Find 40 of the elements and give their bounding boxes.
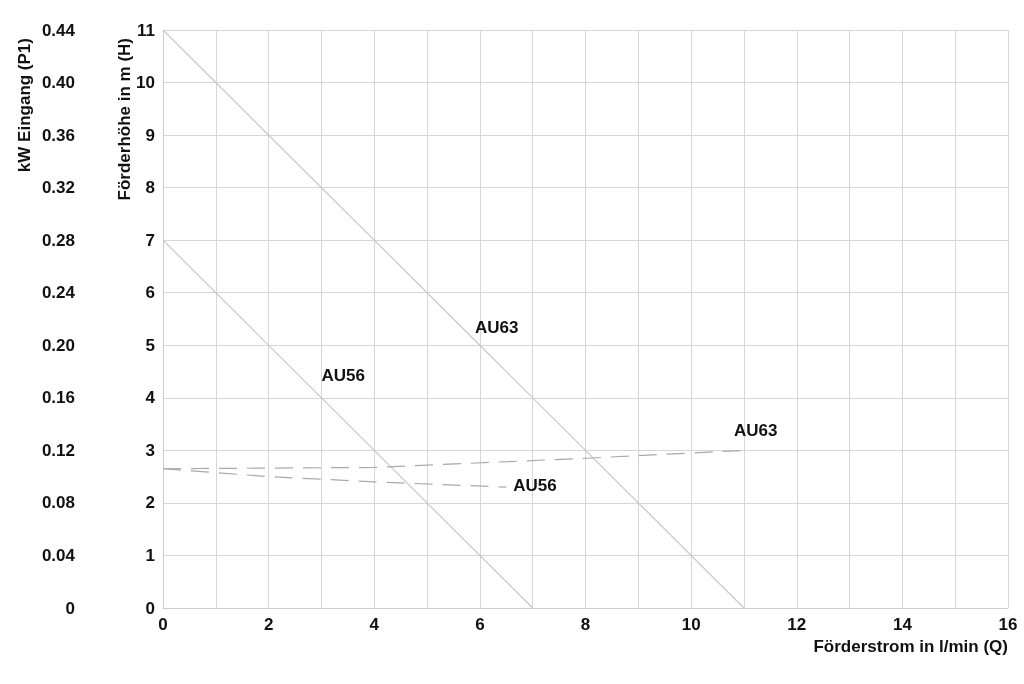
x-tick-label: 4 — [369, 615, 380, 634]
y-tick-label: 0 — [145, 598, 155, 618]
y-tick-label: 11 — [137, 20, 155, 40]
series-label: AU56 — [321, 366, 365, 386]
series-label: AU63 — [474, 317, 519, 337]
y-tick-label: 5 — [145, 335, 155, 355]
y-tick-label: 10 — [136, 73, 155, 93]
y-tick-label: 4 — [145, 388, 156, 408]
y-tick-label: 1 — [145, 545, 155, 565]
y2-tick-label: 0.08 — [41, 493, 75, 513]
y-tick-label: 7 — [145, 230, 155, 250]
y2-tick-label: 0.36 — [41, 125, 75, 145]
y2-tick-label: 0.40 — [41, 73, 75, 93]
x-tick-label: 12 — [787, 615, 807, 634]
y-tick-label: 2 — [145, 493, 155, 513]
x-axis-title: Förderstrom in l/min (Q) — [813, 637, 1008, 656]
x-tick-label: 0 — [158, 615, 168, 634]
y2-tick-label: 0.28 — [41, 230, 75, 250]
x-tick-label: 8 — [580, 615, 591, 634]
y2-tick-label: 0.20 — [41, 335, 75, 355]
y-tick-label: 6 — [145, 283, 155, 303]
series-label: AU56 — [513, 475, 557, 495]
y-tick-label: 3 — [145, 440, 155, 460]
x-tick-label: 10 — [681, 615, 701, 634]
y2-axis-title: kW Eingang (P1) — [15, 38, 34, 173]
y2-tick-label: 0.04 — [41, 545, 76, 565]
x-tick-label: 6 — [475, 615, 485, 634]
y-tick-label: 8 — [145, 178, 155, 198]
x-tick-label: 16 — [998, 615, 1018, 634]
y-axis-title: Förderhöhe in m (H) — [115, 38, 134, 201]
y2-tick-label: 0.44 — [41, 20, 76, 40]
y2-tick-label: 0.12 — [41, 440, 75, 460]
x-tick-label: 2 — [263, 615, 274, 634]
y2-tick-label: 0.24 — [41, 283, 76, 303]
y-tick-label: 9 — [145, 125, 155, 145]
y2-tick-label: 0 — [65, 598, 75, 618]
y2-tick-label: 0.16 — [41, 388, 75, 408]
x-tick-label: 14 — [892, 615, 913, 634]
series-label: AU63 — [733, 420, 778, 440]
y2-tick-label: 0.32 — [41, 178, 75, 198]
